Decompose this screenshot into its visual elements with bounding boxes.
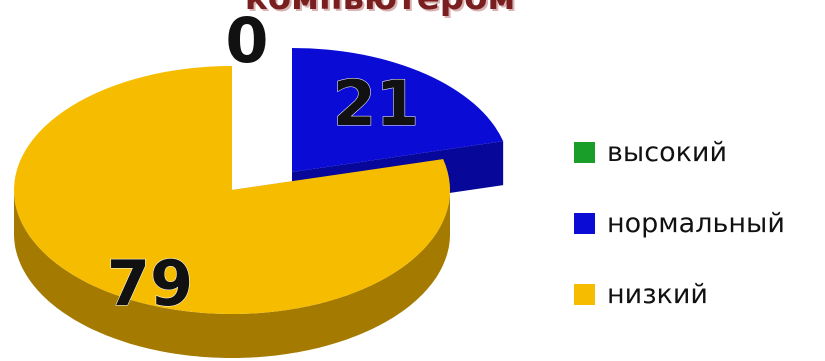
- legend-swatch: [574, 141, 595, 163]
- pie-slice-1: [292, 48, 504, 172]
- legend-label: низкий: [607, 278, 708, 310]
- pie-slice-2: [14, 66, 450, 314]
- legend-item: нормальный: [574, 207, 785, 239]
- data-label-2: 79: [107, 247, 193, 320]
- data-label-1: 21: [333, 67, 419, 140]
- legend-item: высокий: [574, 136, 785, 168]
- legend-swatch: [574, 283, 595, 305]
- legend: высокий нормальный низкий: [574, 136, 785, 351]
- legend-label: нормальный: [607, 207, 785, 239]
- chart-title: компьютером: [0, 0, 760, 18]
- pie-chart: 0 21 79: [14, 4, 504, 358]
- legend-label: высокий: [607, 136, 727, 168]
- legend-item: низкий: [574, 278, 785, 310]
- pie-slice-side-2: [14, 191, 450, 358]
- data-label-0: 0: [225, 4, 268, 77]
- pie-tops: [14, 48, 504, 314]
- pie-labels: 0 21 79: [106, 4, 419, 321]
- legend-swatch: [574, 212, 595, 234]
